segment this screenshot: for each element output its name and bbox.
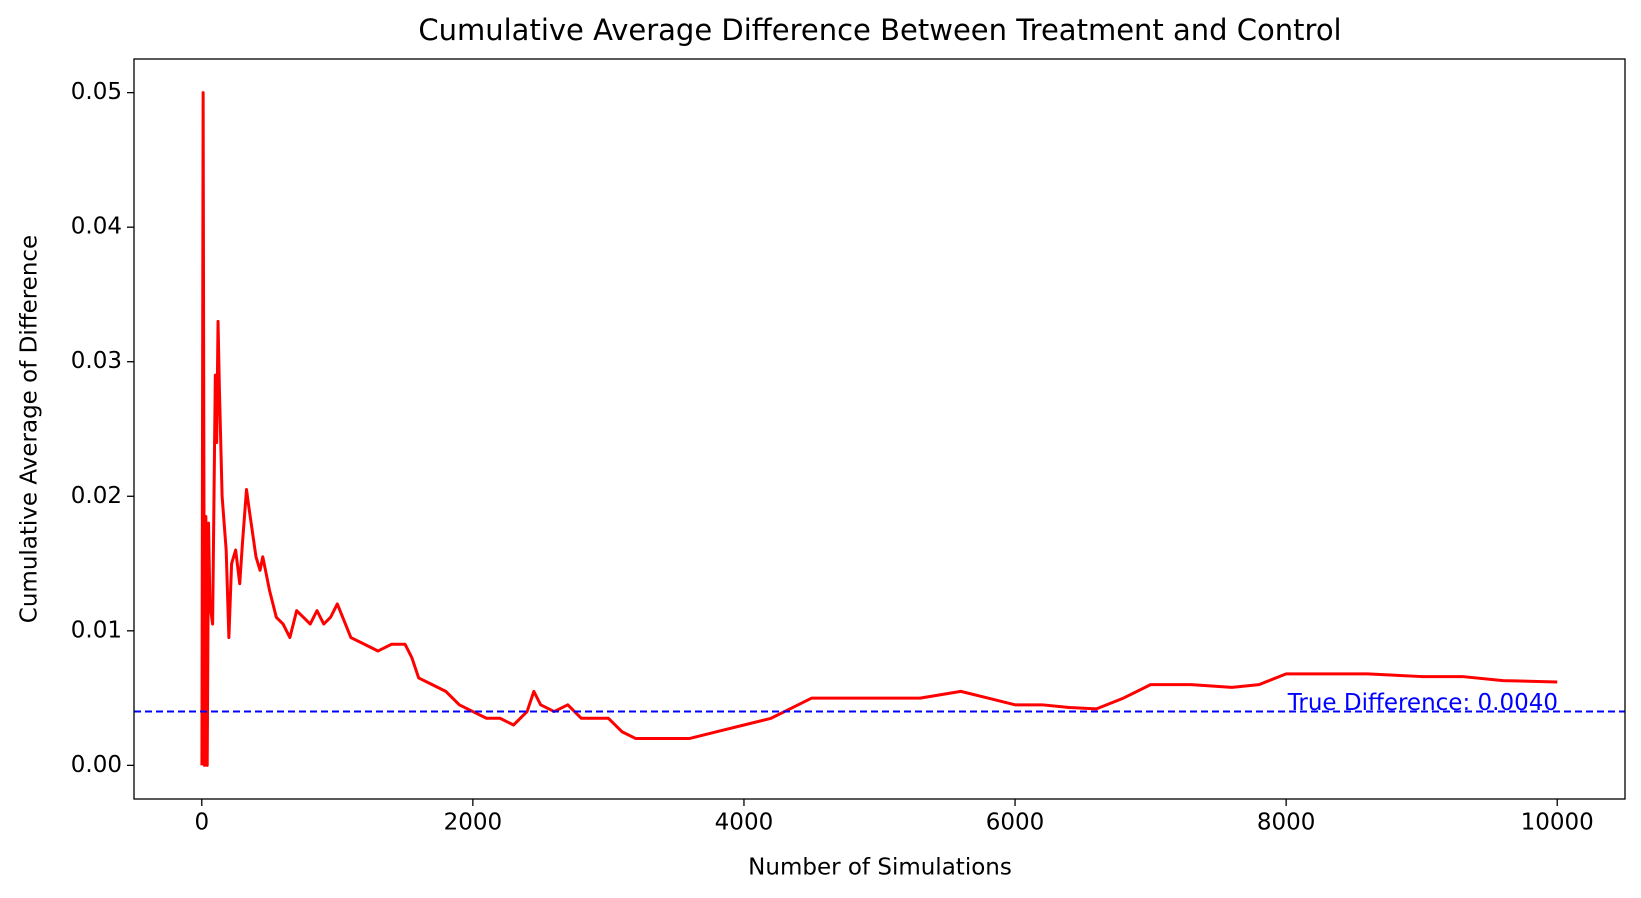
y-tick-label: 0.01 (71, 617, 122, 643)
y-tick-label: 0.00 (71, 752, 122, 778)
reference-label: True Difference: 0.0040 (1287, 690, 1558, 716)
x-tick-label: 10000 (1521, 810, 1594, 836)
x-tick-label: 8000 (1257, 810, 1316, 836)
y-tick-label: 0.02 (71, 483, 122, 509)
x-tick-label: 6000 (986, 810, 1045, 836)
y-tick-label: 0.04 (71, 214, 122, 240)
plot-frame (133, 58, 1626, 800)
chart-title: Cumulative Average Difference Between Tr… (418, 13, 1341, 47)
x-tick-label: 0 (194, 810, 209, 836)
x-tick-label: 4000 (715, 810, 774, 836)
x-tick-label: 2000 (444, 810, 503, 836)
data-line (200, 91, 1558, 767)
y-tick-label: 0.03 (71, 348, 122, 374)
y-axis-label: Cumulative Average of Difference (17, 235, 43, 623)
x-axis-label: Number of Simulations (748, 855, 1012, 881)
y-tick-label: 0.05 (71, 79, 122, 105)
